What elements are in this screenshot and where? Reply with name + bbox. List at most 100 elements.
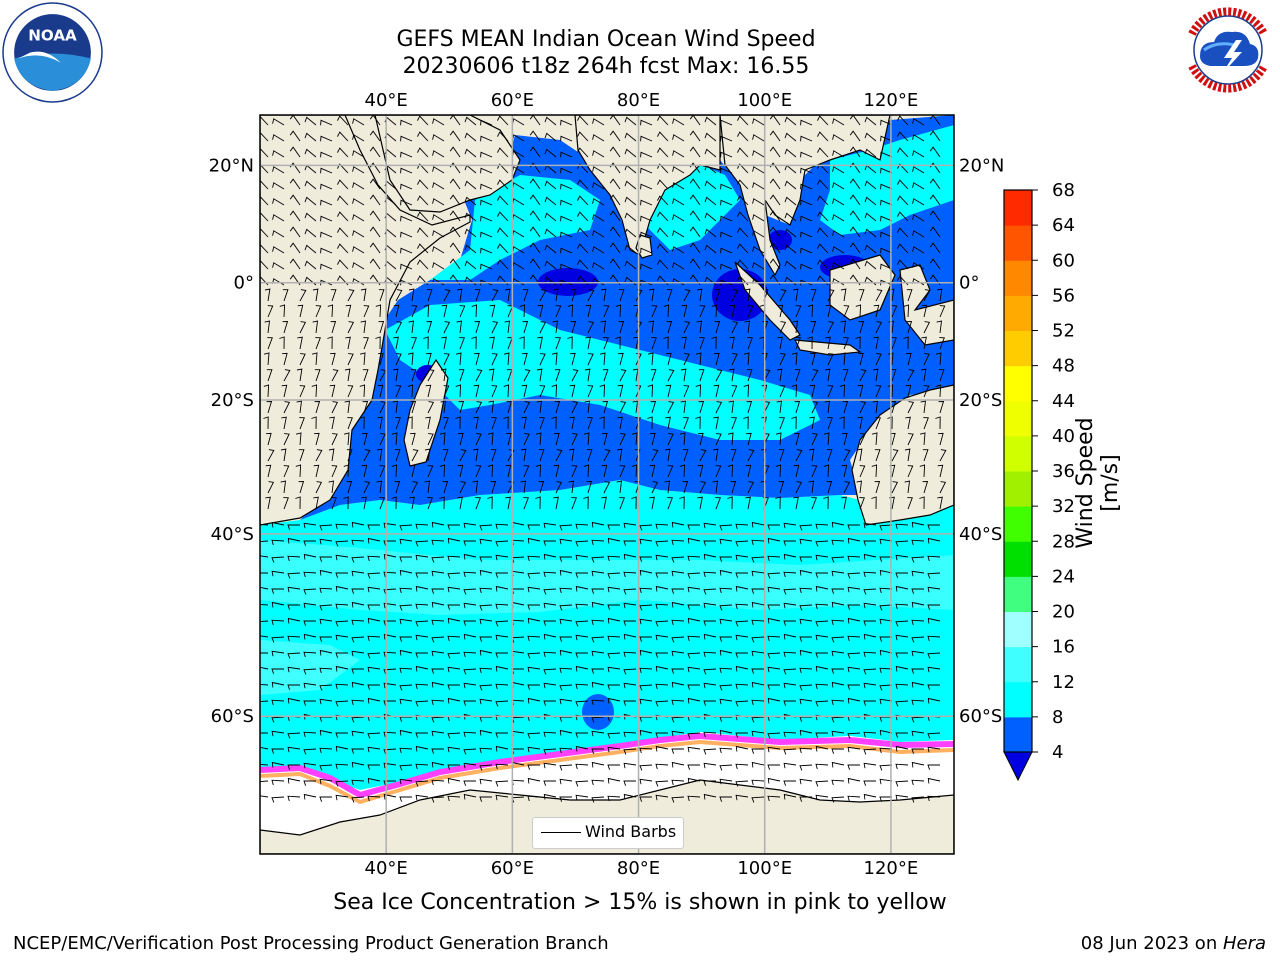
wind-barb [891,305,898,318]
wind-barb [376,448,383,462]
wind-barb [503,352,510,366]
wind-barb [551,416,557,430]
wind-barb [471,304,478,318]
wind-barb [647,416,653,430]
wind-barb [832,150,845,158]
wind-barb [847,635,861,642]
wind-barb [624,196,637,206]
wind-barb [407,384,414,398]
wind-barb [319,667,333,674]
wind-barb [480,263,493,270]
wind-barb [592,214,605,222]
lon-tick-label: 60°E [491,90,534,111]
wind-barb [671,761,685,768]
wind-barb [264,288,271,302]
wind-barb [260,540,269,542]
wind-barb [495,634,509,641]
wind-barb [783,731,797,738]
wind-barb [559,649,573,656]
wind-barb [575,572,588,578]
wind-barb [655,665,669,672]
wind-barb [689,178,701,190]
wind-barb [880,231,893,238]
wind-barb [319,556,332,562]
wind-barb [936,288,943,302]
wind-barb [671,636,685,643]
wind-barb [672,166,685,174]
wind-barb [912,182,925,190]
wind-barb [260,555,269,558]
wind-barb [864,228,877,238]
wind-barb [315,305,322,318]
wind-barb [303,620,316,626]
wind-barb [260,243,269,254]
wind-barb [363,305,370,318]
wind-barb [432,214,445,222]
wind-barb [447,524,460,530]
wind-barb [337,147,349,158]
wind-barb [640,199,653,206]
wind-barb [815,523,829,530]
wind-barb [895,700,909,707]
wind-barb [303,731,317,738]
wind-barb [939,449,947,462]
wind-barb [463,762,477,769]
wind-barb [320,119,333,126]
wind-barb [260,259,269,270]
wind-barb [815,745,829,752]
wind-barb [260,635,269,638]
wind-barb [272,262,285,270]
wind-barb [609,242,621,254]
wind-barb [927,764,940,770]
wind-barb [539,385,546,398]
wind-barb [447,764,460,770]
wind-barb [895,652,908,658]
wind-barb [559,747,573,754]
wind-barb [449,242,461,254]
wind-barb [800,247,813,254]
wind-barb [504,320,511,334]
wind-barb [343,496,349,510]
wind-barb [304,244,317,254]
wind-barb [655,683,669,690]
wind-barb [767,732,781,739]
wind-barb [783,780,796,786]
wind-barb [655,700,669,707]
wind-barb [479,604,493,611]
wind-barb [737,243,749,254]
wind-barb [560,231,573,238]
wind-barb [289,226,301,238]
wind-barb [543,620,556,626]
wind-barb [559,667,573,674]
wind-barb [529,274,541,286]
wind-barb [495,700,509,707]
wind-barb [672,198,685,206]
wind-barb [715,369,723,382]
wind-barb [824,368,831,382]
wind-barb [575,700,589,707]
wind-barb [880,247,893,254]
wind-barb [720,199,733,206]
wind-barb [746,432,752,446]
wind-barb [584,400,591,414]
wind-barb [607,764,620,770]
wind-barb [432,134,445,142]
wind-barb [920,368,927,382]
wind-barb [672,214,685,222]
wind-barb [391,464,398,478]
wind-barb [543,780,556,786]
wind-barb [289,274,301,286]
wind-barb [807,336,813,350]
wind-barb [875,385,882,398]
wind-barb [929,178,941,190]
wind-barb [591,730,605,737]
wind-barb [703,602,717,609]
wind-barb [479,569,493,576]
wind-barb [447,777,461,784]
wind-barb [737,147,749,158]
wind-barb [847,524,860,530]
wind-barb [879,729,893,736]
wind-barb [640,135,653,142]
wind-barb [260,572,268,574]
wind-barb [520,448,527,462]
